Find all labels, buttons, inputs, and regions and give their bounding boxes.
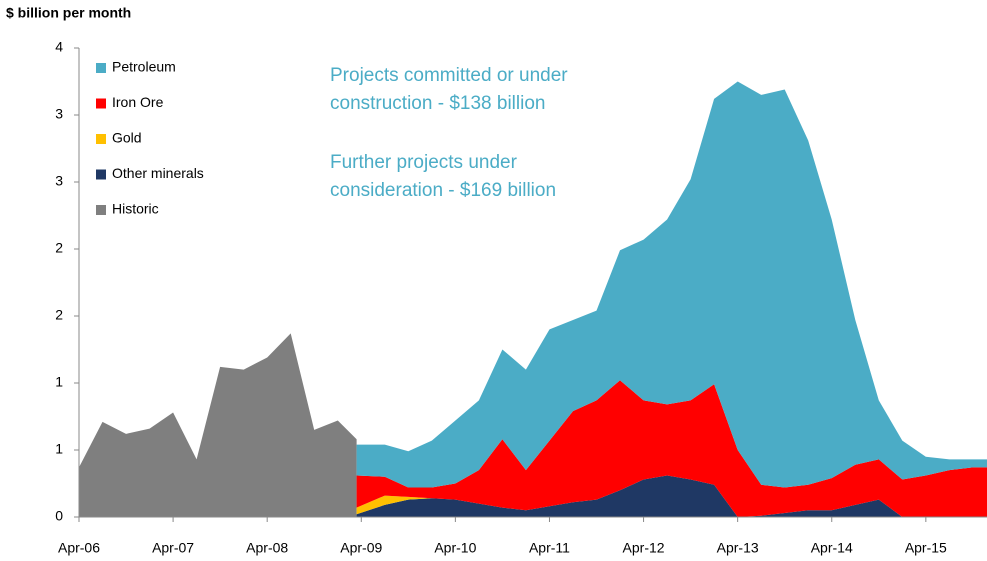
y-tick-label: 1 [55, 441, 63, 457]
x-tick-label: Apr-13 [717, 540, 759, 556]
x-tick-label: Apr-14 [811, 540, 853, 556]
annotation: Projects committed or under [330, 65, 568, 86]
legend-label: Iron Ore [112, 94, 164, 110]
y-tick-label: 3 [55, 173, 63, 189]
legend-label: Gold [112, 130, 142, 146]
y-axis-label: $ billion per month [6, 5, 131, 21]
legend-label: Petroleum [112, 59, 176, 75]
area [356, 475, 987, 517]
legend-swatch [96, 98, 106, 109]
x-tick-label: Apr-11 [529, 540, 570, 556]
legend-swatch [96, 205, 106, 215]
annotation: Further projects under [330, 152, 518, 173]
annotation: consideration - $169 billion [330, 180, 556, 201]
legend-label: Historic [112, 201, 159, 217]
y-tick-label: 1 [55, 374, 63, 390]
x-tick-label: Apr-12 [623, 540, 665, 556]
legend-swatch [96, 169, 106, 180]
y-tick-label: 3 [55, 106, 63, 122]
legend-swatch [96, 63, 106, 73]
area [356, 380, 987, 517]
x-tick-label: Apr-07 [152, 540, 194, 556]
x-tick-label: Apr-09 [340, 540, 382, 556]
y-tick-label: 0 [55, 508, 63, 524]
x-tick-label: Apr-08 [246, 540, 288, 556]
legend-label: Other minerals [112, 165, 204, 181]
x-tick-label: Apr-15 [905, 540, 947, 556]
legend-swatch [96, 134, 106, 144]
x-tick-label: Apr-06 [58, 540, 100, 556]
x-tick-label: Apr-10 [434, 540, 476, 556]
y-tick-label: 2 [55, 307, 63, 323]
y-tick-label: 2 [55, 240, 63, 256]
y-tick-label: 4 [55, 39, 63, 55]
annotation: construction - $138 billion [330, 93, 545, 114]
historic-area [79, 333, 357, 517]
area [356, 81, 987, 488]
